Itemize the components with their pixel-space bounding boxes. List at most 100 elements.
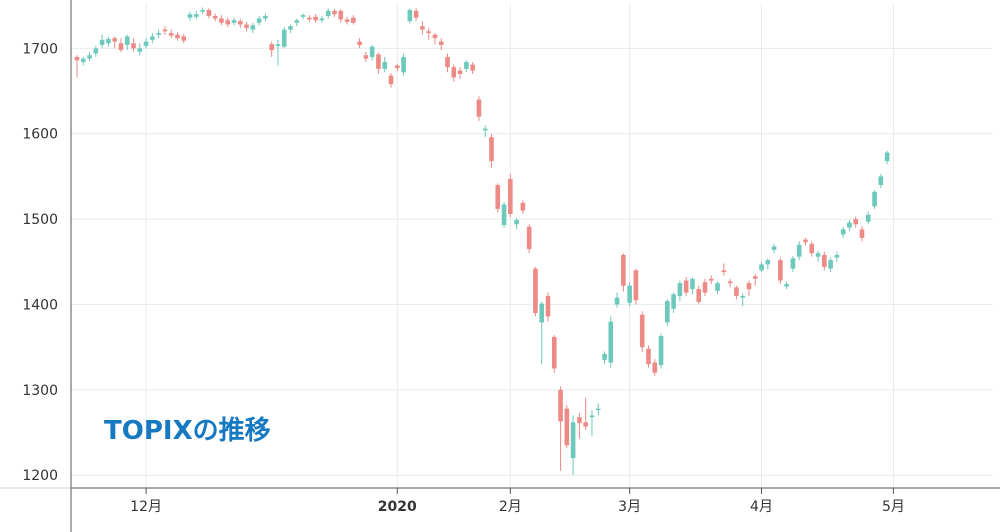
candle-up [99,34,105,49]
candle-body [194,14,199,17]
candle-down [702,278,708,296]
candle-up [137,43,143,56]
candle-body [307,17,312,20]
candle-down [457,67,463,80]
candle-body [162,29,168,32]
candle-down [727,278,733,288]
candle-body [771,246,777,250]
candle-down [344,16,350,25]
candle-down [225,17,231,28]
chart-title: TOPIXの推移 [104,416,271,446]
candle-up [143,38,149,49]
candle-down [168,29,174,39]
candle-up [671,292,676,314]
candle-body [577,417,582,424]
candle-down [332,9,337,17]
candle-body [872,191,877,207]
candle-body [564,408,570,446]
candle-down [313,14,318,23]
candle-body [482,128,488,131]
candle-body [143,41,149,46]
y-tick-label: 1400 [22,297,58,313]
candle-down [752,273,758,286]
candle-body [683,280,689,293]
candle-up [614,292,620,308]
candle-body [784,283,789,287]
candle-body [551,336,557,369]
x-tick-label: 2月 [499,499,522,515]
candle-body [526,226,532,249]
candle-up [847,219,852,232]
candle-down [551,335,557,373]
candle-body [778,260,783,281]
candle-body [696,289,702,302]
candle-up [539,301,545,365]
candle-down [432,33,438,45]
candle-body [740,295,745,298]
candle-down [269,41,274,57]
candle-body [595,408,601,411]
candle-body [87,55,92,59]
candle-up [382,56,388,73]
candle-body [558,389,563,422]
candle-down [577,412,582,439]
x-axis-tick-labels: 12月 2020 2月 3月 4月 5月 [130,499,905,515]
x-tick-label: 12月 [130,499,162,515]
candle-body [181,36,187,41]
candle-up [87,51,92,62]
candle-body [275,44,281,46]
candle-down [803,237,808,246]
candle-down [778,257,783,284]
candle-up [369,44,375,61]
candle-up [106,36,111,47]
candle-down [470,62,475,74]
candle-down [708,275,714,284]
candle-down [564,405,570,448]
candle-down [181,33,187,44]
candle-down [363,51,369,63]
y-tick-label: 1700 [22,41,58,57]
candle-body [376,54,381,69]
candle-down [357,38,362,49]
candle-up [665,299,670,326]
candle-body [263,15,268,19]
candle-body [156,33,161,35]
candle-down [734,285,739,300]
candle-down [338,9,344,23]
candle-body [212,15,218,19]
candle-up [715,281,720,295]
candle-up [815,250,821,262]
candle-up [294,18,300,27]
candle-body [244,24,249,28]
candle-body [809,243,815,254]
candle-up [784,281,789,290]
candle-down [508,173,513,218]
candle-body [853,219,859,225]
candle-body [407,9,413,22]
candle-up [790,255,796,273]
candle-body [74,56,80,61]
y-tick-label: 1600 [22,127,58,143]
candle-down [118,38,124,52]
candle-body [80,58,86,63]
candle-down [376,52,381,74]
candle-up [570,415,576,476]
candle-up [872,190,877,209]
candle-up [840,226,846,238]
candle-body [168,33,174,36]
y-tick-label: 1200 [22,468,58,484]
candle-up [194,10,199,20]
candle-body [652,362,658,373]
candle-body [639,314,645,348]
candle-body [727,281,733,284]
candle-body [300,15,306,17]
candle-body [690,278,695,290]
candle-up [501,202,507,228]
candle-body [294,20,300,23]
candle-up [482,125,488,138]
candle-body [533,268,538,314]
candle-up [300,13,306,20]
candle-body [413,10,419,18]
candle-body [677,283,683,296]
